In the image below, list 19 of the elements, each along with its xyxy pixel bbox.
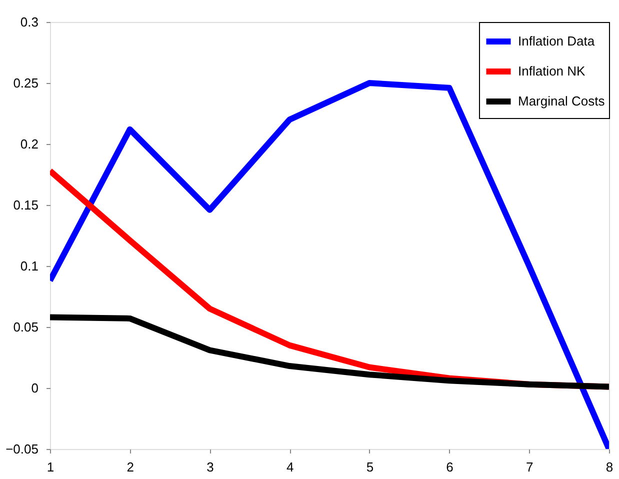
x-tick-label: 5: [366, 460, 374, 474]
y-tick-label: 0: [31, 380, 38, 396]
y-tick-label: 0.05: [13, 320, 38, 334]
x-tick-label: 8: [606, 460, 614, 474]
y-tick-label: 0.1: [20, 258, 38, 274]
y-tick-label: 0.25: [13, 76, 38, 90]
y-tick-label: −0.05: [6, 442, 38, 456]
y-tick-label: 0.3: [20, 14, 38, 30]
x-tick-label: 3: [206, 460, 214, 474]
x-tick-label: 4: [286, 460, 294, 474]
x-tick-label: 6: [446, 460, 454, 474]
legend-label: Marginal Costs: [518, 94, 606, 108]
x-tick-label: 2: [126, 460, 134, 474]
y-tick-label: 0.15: [13, 198, 38, 212]
legend-label: Inflation NK: [518, 64, 586, 78]
y-tick-label: 0.2: [20, 136, 38, 152]
x-tick-label: 7: [526, 460, 534, 474]
legend-label: Inflation Data: [518, 34, 596, 48]
x-tick-label: 1: [46, 460, 54, 474]
